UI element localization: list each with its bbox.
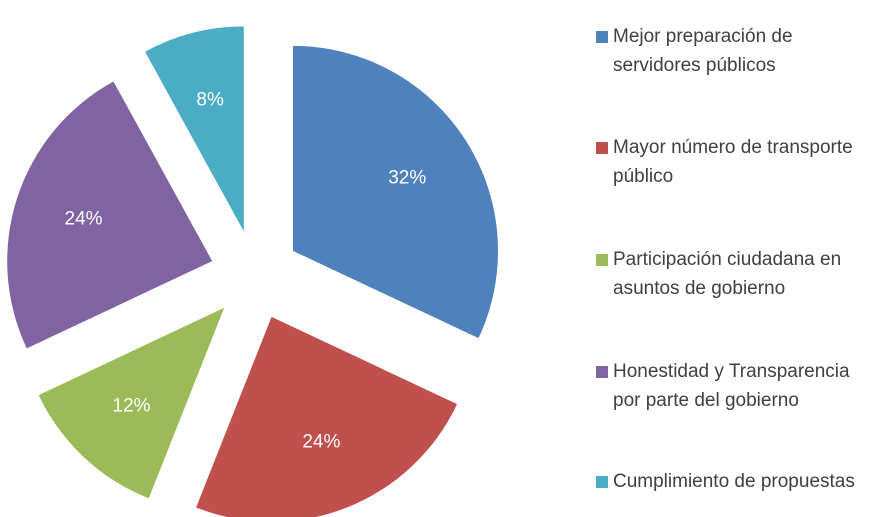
- pie-slice: [38, 307, 225, 499]
- legend-swatch: [596, 31, 608, 43]
- legend-item: Mayor número de transporte público: [596, 133, 866, 191]
- legend-label: Cumplimiento de propuestas: [613, 471, 855, 492]
- legend-label: Mayor número de transporte público: [613, 137, 853, 187]
- data-label: 24%: [302, 432, 340, 453]
- legend-swatch: [596, 142, 608, 154]
- data-label: 32%: [388, 167, 426, 188]
- legend-item: Honestidad y Transparencia por parte del…: [596, 357, 866, 415]
- legend-item: Cumplimiento de propuestas: [596, 467, 866, 496]
- legend-swatch: [596, 476, 608, 488]
- legend-item: Mejor preparación de servidores públicos: [596, 22, 866, 80]
- pie-slice: [292, 45, 498, 339]
- legend-swatch: [596, 366, 608, 378]
- legend-swatch: [596, 254, 608, 266]
- data-label: 12%: [113, 395, 151, 416]
- data-label: 8%: [196, 89, 224, 110]
- data-label: 24%: [65, 208, 103, 229]
- legend-label: Participación ciudadana en asuntos de go…: [613, 249, 842, 299]
- legend-label: Mejor preparación de servidores públicos: [613, 26, 793, 76]
- legend-label: Honestidad y Transparencia por parte del…: [613, 361, 850, 411]
- pie-slice: [145, 26, 244, 232]
- legend-item: Participación ciudadana en asuntos de go…: [596, 245, 866, 303]
- pie-slice: [196, 316, 458, 517]
- pie-slice: [7, 81, 213, 349]
